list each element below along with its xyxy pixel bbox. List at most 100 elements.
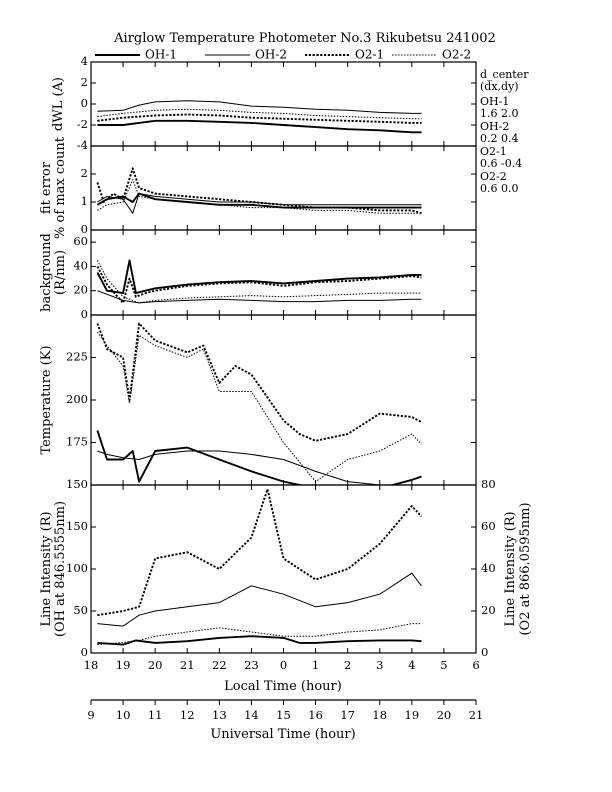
series-line-o2-2	[97, 108, 422, 120]
y-tick-label: 100	[66, 561, 88, 575]
x-axis-label-local: Local Time (hour)	[224, 679, 342, 694]
side-note-name: OH-2	[480, 120, 509, 133]
x-tick-label-universal: 12	[180, 708, 195, 722]
legend-entry-o2-1: O2-1	[305, 48, 384, 62]
y-axis-label: (R/nm)	[53, 250, 68, 295]
y-tick-label-right: 40	[481, 561, 496, 575]
y-axis-label-right: (O2 at 866.0595nm)	[518, 502, 533, 635]
x-tick-label-local: 4	[408, 658, 415, 672]
x-tick-label-universal: 18	[372, 708, 387, 722]
series-line-o2-1	[96, 265, 422, 304]
x-tick-label-local: 0	[280, 658, 287, 672]
y-tick-label: 150	[66, 519, 88, 533]
y-tick-label: 0	[81, 645, 88, 659]
panel-frame	[90, 145, 477, 231]
y-axis-label: background	[39, 233, 54, 312]
side-note-value: 0.2 0.4	[480, 132, 518, 145]
side-note-value: 1.6 2.0	[480, 107, 518, 120]
x-tick-label-local: 5	[440, 658, 447, 672]
y-tick-label: 175	[66, 435, 88, 449]
x-tick-label-universal: 10	[116, 708, 131, 722]
y-axis-label: (OH at 846.5555nm)	[53, 501, 68, 637]
side-note-header: d_center	[480, 68, 529, 81]
series-line-o2-2	[96, 260, 422, 304]
series-line-oh-1	[96, 192, 422, 209]
y-tick-label: 60	[73, 234, 88, 248]
series-group	[96, 322, 422, 485]
y-tick-label: 2	[81, 75, 88, 89]
legend-label: O2-2	[442, 48, 471, 62]
series-line-o2-1	[96, 167, 422, 215]
y-axis-label: dWL (A)	[51, 77, 66, 131]
x-tick-label-local: 21	[180, 658, 195, 672]
side-note-name: OH-1	[480, 95, 509, 108]
series-line-oh-1	[96, 430, 422, 485]
side-notes: d_center(dx,dy)OH-11.6 2.0OH-20.2 0.4O2-…	[480, 68, 529, 195]
x-axis-label-universal: Universal Time (hour)	[210, 727, 355, 742]
y-tick-label: 0	[81, 222, 88, 236]
x-tick-label-local: 3	[376, 658, 383, 672]
y-tick-label-right: 0	[481, 645, 488, 659]
series-line-oh-1	[97, 119, 422, 134]
x-tick-label-universal: 15	[276, 708, 291, 722]
series-group	[97, 100, 422, 134]
x-tick-label-universal: 13	[212, 708, 227, 722]
series-line-oh-2	[97, 100, 422, 114]
y-tick-label: 200	[66, 392, 88, 406]
legend-entry-oh-2: OH-2	[205, 48, 287, 62]
x-tick-label-local: 22	[212, 658, 227, 672]
panel-fit: 0 1 2 fit error% of max count	[39, 136, 477, 239]
y-tick-label: 2	[81, 166, 88, 180]
y-tick-label: 50	[73, 603, 88, 617]
x-tick-label-universal: 19	[405, 708, 420, 722]
panels: -4 -2 0 2 4 dWL (A) 0 1 2 fit error% of max count…	[39, 54, 533, 659]
y-tick-label: -4	[77, 138, 88, 152]
y-tick-label: 4	[81, 54, 88, 68]
x-tick-label-universal: 16	[308, 708, 323, 722]
x-tick-label-universal: 20	[437, 708, 452, 722]
x-tick-label-local: 6	[472, 658, 479, 672]
legend: OH-1 OH-2 O2-1 O2-2	[95, 48, 471, 62]
series-line-oh-2	[97, 572, 422, 627]
x-tick-label-universal: 21	[469, 708, 484, 722]
x-tick-label-local: 2	[344, 658, 351, 672]
series-line-o2-2	[97, 179, 422, 214]
y-tick-label-right: 20	[481, 603, 496, 617]
chart-title: Airglow Temperature Photometer No.3 Riku…	[113, 31, 496, 46]
x-tick-label-local: 20	[148, 658, 163, 672]
y-tick-label: 40	[73, 258, 88, 272]
series-line-oh-1	[97, 635, 422, 646]
legend-entry-o2-2: O2-2	[392, 48, 471, 62]
y-tick-label: 20	[73, 283, 88, 297]
side-note-value: 0.6 -0.4	[480, 157, 522, 170]
side-note-value: 0.6 0.0	[480, 182, 518, 195]
series-line-oh-1	[96, 259, 422, 295]
y-tick-label-right: 80	[481, 477, 496, 491]
y-tick-label-right: 60	[481, 519, 496, 533]
y-axis-label: Line Intensity (R)	[39, 511, 54, 626]
legend-label: OH-1	[145, 48, 177, 62]
x-tick-label-universal: 11	[148, 708, 163, 722]
series-group	[97, 488, 423, 646]
side-note-header: (dx,dy)	[480, 80, 519, 93]
side-note-name: O2-2	[480, 170, 507, 183]
series-line-o2-2	[96, 331, 422, 483]
y-tick-label: 150	[66, 477, 88, 491]
panel-temp: 150 175 200 225 Temperature (K)	[39, 314, 477, 491]
series-group	[96, 167, 422, 215]
series-line-o2-1	[96, 322, 422, 442]
x-tick-label-local: 1	[312, 658, 319, 672]
series-line-o2-1	[97, 488, 423, 617]
side-note-name: O2-1	[480, 145, 507, 158]
y-tick-label: 0	[81, 307, 88, 321]
panel-frame	[90, 484, 477, 654]
y-axis-label-right: Line Intensity (R)	[503, 511, 518, 626]
x-tick-label-local: 18	[84, 658, 99, 672]
y-axis-label: % of max count	[53, 136, 68, 239]
legend-label: OH-2	[255, 48, 287, 62]
x-tick-label-local: 23	[244, 658, 259, 672]
x-tick-label-universal: 9	[87, 708, 94, 722]
y-axis-label: fit error	[39, 161, 54, 214]
panel-dwl: -4 -2 0 2 4 dWL (A)	[51, 54, 477, 152]
series-group	[96, 259, 422, 304]
